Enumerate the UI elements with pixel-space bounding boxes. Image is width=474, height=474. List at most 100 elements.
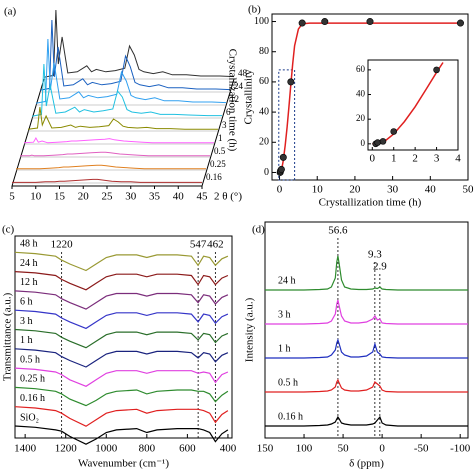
plot-frame xyxy=(271,13,469,181)
spectrum xyxy=(16,164,206,170)
spectrum xyxy=(265,378,468,393)
spectrum xyxy=(20,151,210,157)
x-tick-label: 20 xyxy=(78,191,90,203)
x-tick-label: 30 xyxy=(387,184,399,196)
series-label: 6 h xyxy=(20,296,33,307)
x-tick-label: -100 xyxy=(450,443,471,455)
x-tick-label: 40 xyxy=(173,191,185,203)
spectrum xyxy=(14,328,229,349)
series-label: 12 xyxy=(230,94,239,104)
x-tick-label: 1 xyxy=(391,153,397,165)
y-tick-label: 0 xyxy=(361,138,366,148)
spectrum xyxy=(31,63,222,117)
spectrum xyxy=(14,271,229,291)
spectrum xyxy=(265,338,468,359)
peak-label: 1220 xyxy=(51,239,74,251)
x-tick-label: 30 xyxy=(125,191,137,203)
spectrum xyxy=(265,255,468,291)
peak-label: 56.6 xyxy=(328,225,348,237)
x-tick-label: 0 xyxy=(277,184,283,196)
series-label: 1 h xyxy=(20,335,33,346)
series-label: 12 h xyxy=(20,277,38,288)
series-label: 3 h xyxy=(20,316,33,327)
x-tick-label: 100 xyxy=(296,443,313,455)
series-label: SiO₂ xyxy=(20,412,39,423)
peak-label: 9.3 xyxy=(368,249,382,261)
x-tick-label: 10 xyxy=(30,191,42,203)
y-tick-label: 40 xyxy=(356,89,366,99)
x-tick-label: 4 xyxy=(455,153,461,165)
series-label: 0.25 h xyxy=(20,374,45,385)
panel-label: (c) xyxy=(2,224,15,236)
x-tick-label: 20 xyxy=(349,184,361,196)
peak-label: 2.9 xyxy=(373,261,387,273)
x-tick-label: -50 xyxy=(414,443,429,455)
x-tick-label: 15 xyxy=(54,191,66,203)
zoom-box xyxy=(278,69,296,181)
point xyxy=(277,165,285,173)
series-label: 1 xyxy=(218,133,223,143)
series-label: 0.5 xyxy=(214,146,226,156)
spectrum xyxy=(27,106,218,130)
inset-frame xyxy=(367,59,459,151)
series-label: 24 h xyxy=(278,275,296,286)
spectrum xyxy=(12,178,202,183)
z-axis-label: Crystallization time (h) xyxy=(226,49,238,152)
spectrum xyxy=(14,406,229,427)
series-label: 0.5 h xyxy=(20,354,40,365)
x-axis-label: δ (ppm) xyxy=(349,458,384,470)
x-tick-label: 1000 xyxy=(95,443,118,455)
spectrum xyxy=(43,9,235,78)
point xyxy=(366,18,374,26)
x-tick-label: 5 xyxy=(9,191,15,203)
y-tick-label: 20 xyxy=(356,113,366,123)
series-label: 24 h xyxy=(20,258,38,269)
x-tick-label: 10 xyxy=(312,184,324,196)
y-axis-label: Crystallinity xyxy=(243,69,255,125)
spectrum xyxy=(14,425,229,445)
peak-label: 462 xyxy=(207,239,224,251)
point xyxy=(287,78,295,86)
y-tick-label: 0 xyxy=(264,167,269,178)
y-tick-label: 40 xyxy=(259,106,269,117)
x-tick-label: 3 xyxy=(434,153,440,165)
x-tick-label: 2 xyxy=(412,153,418,165)
spectrum xyxy=(35,38,227,104)
spectrum xyxy=(14,251,229,272)
series-label: 0.25 xyxy=(210,159,226,169)
point xyxy=(374,139,381,146)
spectrum xyxy=(14,309,229,330)
y-tick-label: 60 xyxy=(356,64,366,74)
x-tick-label: 40 xyxy=(425,184,437,196)
point xyxy=(321,18,329,26)
x-tick-label: 150 xyxy=(257,443,274,455)
series-label: 6 xyxy=(226,107,231,117)
y-tick-label: 60 xyxy=(259,76,269,87)
x-tick-label: 0 xyxy=(379,443,385,455)
series-label: 0.16 h xyxy=(20,393,45,404)
spectrum xyxy=(14,290,229,310)
x-axis-label: 2 θ (°) xyxy=(214,191,242,203)
y-axis-label: Intensity (a.u.) xyxy=(244,297,256,362)
point xyxy=(298,19,306,27)
x-tick-label: 600 xyxy=(179,443,196,455)
axis xyxy=(201,78,235,187)
point xyxy=(279,153,287,161)
spectrum xyxy=(14,367,229,387)
x-tick-label: 35 xyxy=(149,191,161,203)
series-label: 0.5 h xyxy=(278,377,298,388)
series-label: 24 xyxy=(234,81,244,91)
spectrum xyxy=(23,136,214,144)
y-axis-label: Transmittance (a.u.) xyxy=(2,292,14,381)
axis xyxy=(11,78,45,187)
series-label: 3 h xyxy=(278,309,291,320)
y-tick-label: 100 xyxy=(254,16,269,27)
spectrum xyxy=(14,348,229,368)
x-tick-label: 0 xyxy=(370,153,376,165)
x-tick-label: 400 xyxy=(220,443,237,455)
panel-label: (d) xyxy=(252,224,265,236)
series-label: 48 xyxy=(238,68,248,78)
panel-label: (a) xyxy=(4,6,17,18)
x-tick-label: 50 xyxy=(338,443,350,455)
